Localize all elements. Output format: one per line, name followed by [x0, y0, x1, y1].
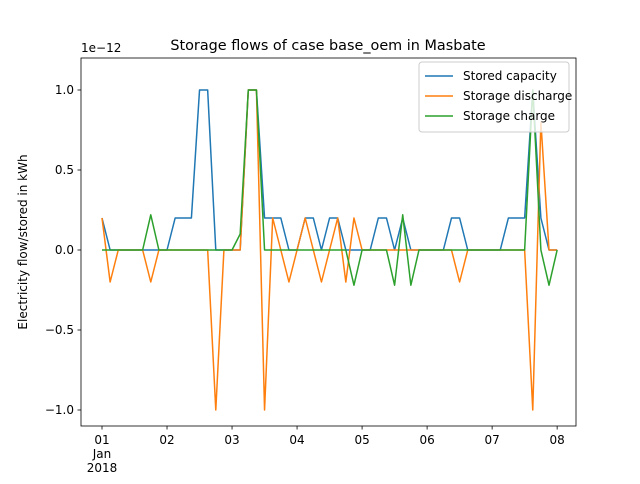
- series-line: [102, 89, 558, 286]
- y-tick-label: 0.0: [55, 243, 74, 257]
- y-axis-label: Electricity flow/stored in kWh: [16, 154, 30, 329]
- x-tick-label: 02: [159, 433, 174, 447]
- legend-label: Stored capacity: [463, 69, 557, 83]
- legend-box: [418, 61, 570, 133]
- x-tick-label: 05: [354, 433, 369, 447]
- legend-label: Storage discharge: [463, 89, 572, 103]
- x-tick-label: 08: [550, 433, 565, 447]
- y-tick-label: 1.0: [55, 83, 74, 97]
- x-tick-label: 07: [484, 433, 499, 447]
- chart-title: Storage flows of case base_oem in Masbat…: [170, 38, 485, 54]
- x-tick-label: 06: [419, 433, 434, 447]
- plot-frame: [80, 57, 577, 427]
- x-tick-label: 01 Jan 2018: [87, 433, 118, 475]
- y-tick-label: 0.5: [55, 163, 74, 177]
- x-tick-label: 04: [289, 433, 304, 447]
- legend-label: Storage charge: [463, 109, 555, 123]
- x-tick-label: 03: [224, 433, 239, 447]
- legend: Stored capacity Storage discharge Storage …: [418, 61, 572, 133]
- y-offset-label: 1e−12: [81, 41, 121, 55]
- y-tick-label: −1.0: [45, 403, 74, 417]
- y-tick-label: −0.5: [45, 323, 74, 337]
